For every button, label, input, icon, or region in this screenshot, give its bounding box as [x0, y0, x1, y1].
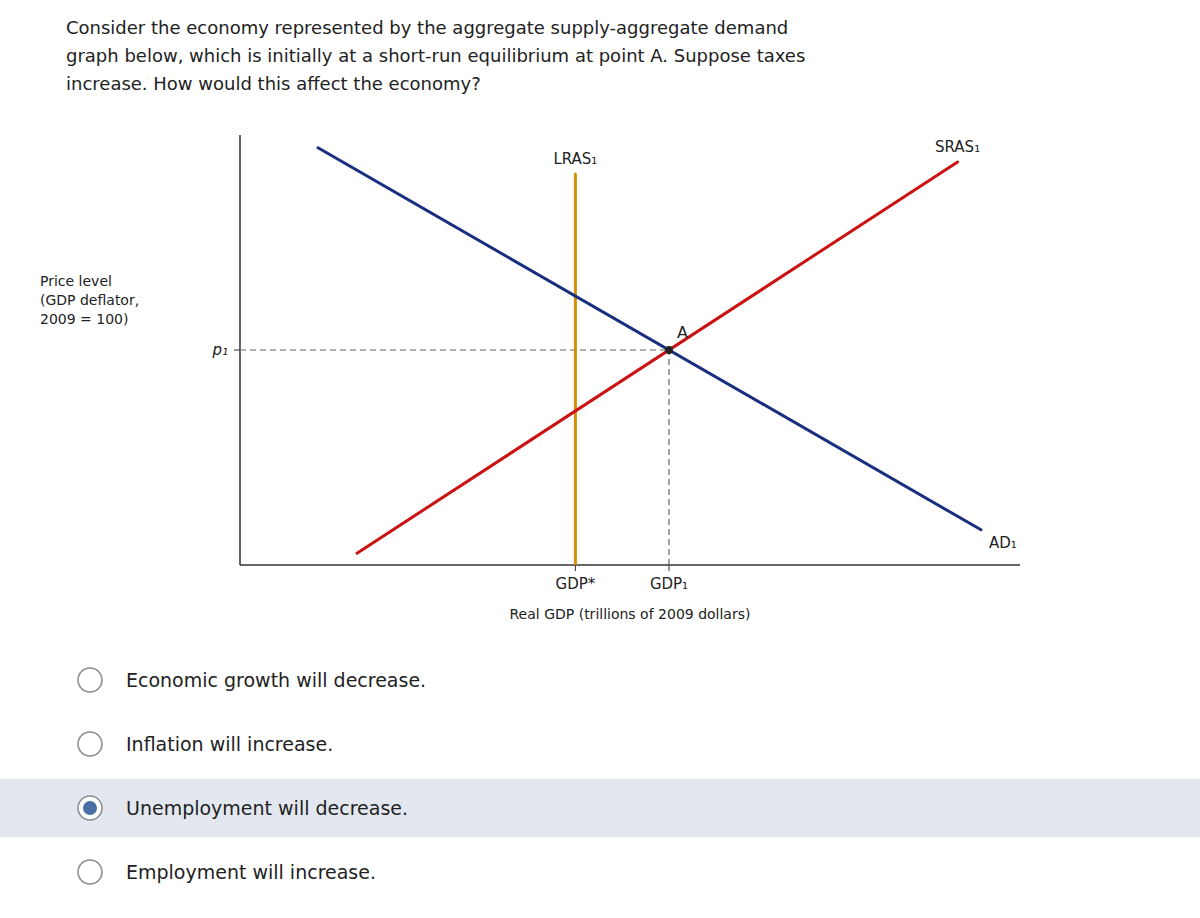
y-tick [234, 350, 240, 351]
y-axis-label: Price level(GDP deflator,2009 = 100) [40, 273, 139, 327]
radio-button[interactable] [78, 668, 102, 692]
series-line [574, 174, 577, 565]
x-tick-label: GDP₁ [650, 575, 688, 593]
radio-button[interactable] [78, 732, 102, 756]
radio-selected [83, 801, 97, 815]
choice-text[interactable]: Unemployment will decrease. [126, 797, 408, 819]
choice-text[interactable]: Inflation will increase. [126, 733, 333, 755]
selected-row [0, 779, 1200, 837]
reference-line [668, 350, 669, 565]
radio-button[interactable] [78, 860, 102, 884]
series-label: AD₁ [989, 534, 1017, 552]
choice-text[interactable]: Economic growth will decrease. [126, 669, 426, 691]
x-tick-label: GDP* [556, 575, 596, 593]
chart: Consider the economy represented by the … [0, 0, 1200, 918]
radio-button[interactable] [78, 796, 102, 820]
y-tick-label: p₁ [211, 341, 228, 359]
series-label: LRAS₁ [553, 150, 597, 168]
annotation: A [677, 323, 688, 342]
x-axis [240, 564, 1020, 566]
title: Consider the economy represented by the … [66, 17, 805, 94]
plot-area [240, 148, 981, 565]
x-tick [575, 565, 576, 571]
series-line [318, 148, 981, 530]
reference-line [240, 349, 669, 350]
annotation-point [665, 346, 673, 354]
x-axis-label: Real GDP (trillions of 2009 dollars) [510, 606, 751, 622]
series-label: SRAS₁ [935, 138, 980, 156]
x-tick [669, 565, 670, 571]
choice-text[interactable]: Employment will increase. [126, 861, 376, 883]
